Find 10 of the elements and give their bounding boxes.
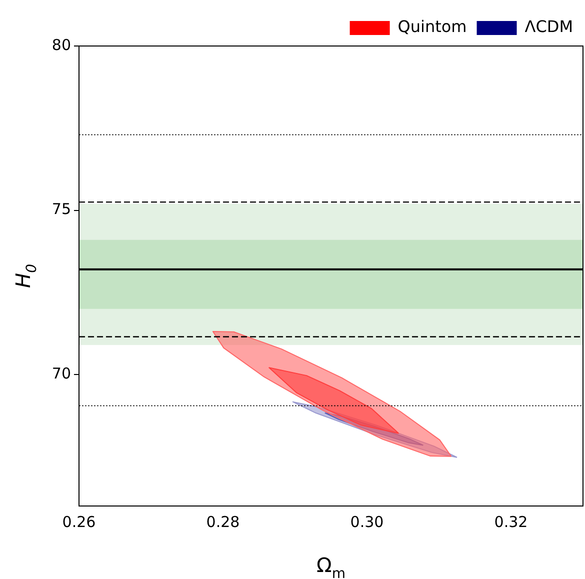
y-axis-title: H0 xyxy=(11,264,40,288)
x-tick-label: 0.26 xyxy=(62,512,96,531)
y-tick-label: 70 xyxy=(52,364,71,382)
x-tick-label: 0.30 xyxy=(350,512,384,531)
x-tick-label: 0.28 xyxy=(206,512,240,531)
y-tick-label: 80 xyxy=(52,36,71,54)
legend-label: ΛCDM xyxy=(524,17,574,36)
x-tick-label: 0.32 xyxy=(494,512,528,531)
y-tick-label: 75 xyxy=(52,200,71,218)
legend-label: Quintom xyxy=(398,17,467,36)
